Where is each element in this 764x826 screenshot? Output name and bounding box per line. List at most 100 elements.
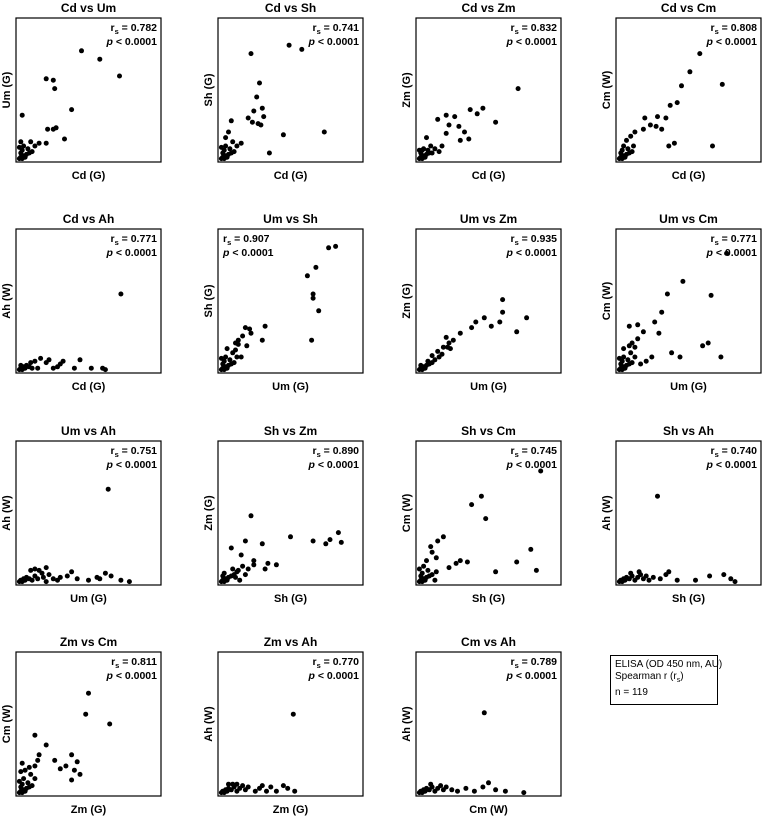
data-point — [28, 360, 34, 366]
panel-title: Zm vs Ah — [264, 635, 318, 649]
y-axis-label: Ah (W) — [1, 283, 13, 319]
rs-annotation: rs = 0.751 — [110, 445, 157, 459]
data-point — [242, 572, 248, 578]
data-point — [650, 574, 656, 580]
data-point — [500, 297, 506, 303]
data-point — [333, 243, 339, 249]
data-point — [643, 358, 649, 364]
data-point — [656, 330, 662, 336]
p-annotation: p < 0.0001 — [505, 459, 557, 471]
data-point — [335, 530, 341, 536]
data-point — [242, 538, 248, 544]
data-point — [254, 94, 260, 100]
data-point — [233, 340, 238, 346]
plot-frame — [217, 17, 364, 163]
data-point — [226, 129, 231, 135]
data-point — [126, 579, 132, 585]
data-point — [285, 785, 291, 791]
data-point — [628, 350, 634, 356]
rs-annotation: rs = 0.782 — [110, 22, 157, 36]
data-point — [69, 569, 75, 575]
data-point — [29, 365, 35, 371]
data-point — [514, 559, 520, 565]
data-point — [60, 358, 66, 364]
data-point — [53, 125, 59, 131]
data-point — [626, 323, 632, 329]
p-annotation: p < 0.0001 — [505, 36, 557, 48]
data-point — [245, 566, 251, 572]
y-axis-label: Zm (G) — [401, 283, 413, 319]
data-point — [629, 149, 635, 155]
data-point — [52, 86, 58, 92]
data-point — [118, 291, 124, 297]
data-point — [429, 150, 435, 156]
data-point — [667, 102, 673, 108]
data-point — [86, 577, 91, 583]
data-point — [252, 788, 258, 794]
data-point — [266, 150, 272, 156]
data-point — [117, 73, 122, 79]
x-axis-label: Zm (G) — [71, 804, 107, 816]
data-point — [718, 354, 724, 360]
x-axis-label: Cd (G) — [72, 381, 106, 393]
data-point — [428, 143, 434, 149]
data-point — [424, 135, 429, 141]
data-point — [234, 143, 240, 149]
data-point — [26, 764, 32, 770]
data-point — [418, 362, 424, 368]
data-point — [45, 126, 51, 132]
data-point — [457, 558, 463, 564]
data-point — [416, 566, 422, 572]
data-point — [251, 562, 257, 568]
p-annotation: p < 0.0001 — [105, 459, 157, 471]
data-point — [429, 353, 435, 359]
data-point — [74, 576, 80, 582]
data-point — [240, 783, 246, 789]
data-point — [443, 334, 449, 340]
data-point — [425, 567, 431, 573]
x-axis-label: Um (G) — [670, 381, 707, 393]
plot-frame — [217, 228, 364, 374]
data-point — [652, 319, 658, 325]
p-annotation: p < 0.0001 — [705, 247, 757, 259]
data-point — [616, 355, 622, 361]
data-point — [280, 132, 286, 138]
data-point — [63, 763, 69, 769]
data-point — [77, 771, 83, 777]
data-point — [679, 83, 684, 89]
data-point — [502, 788, 508, 794]
data-point — [57, 574, 63, 580]
data-point — [299, 46, 305, 52]
data-point — [235, 567, 241, 573]
data-point — [433, 569, 439, 575]
data-point — [262, 566, 268, 572]
data-point — [25, 146, 31, 152]
data-point — [483, 516, 489, 522]
data-point — [416, 147, 422, 153]
data-point — [29, 149, 35, 155]
plot-frame — [615, 440, 762, 586]
data-point — [292, 788, 298, 794]
data-point — [443, 784, 449, 790]
data-point — [621, 354, 627, 360]
rs-annotation: rs = 0.832 — [510, 22, 557, 36]
y-axis-label: Zm (G) — [401, 72, 413, 108]
data-point — [621, 346, 627, 352]
data-point — [233, 347, 238, 353]
data-point — [497, 319, 503, 325]
data-point — [428, 544, 434, 550]
y-axis-label: Ah (W) — [203, 706, 215, 742]
data-point — [102, 570, 108, 576]
data-point — [238, 140, 244, 146]
data-point — [25, 780, 31, 786]
data-point — [721, 572, 727, 578]
data-point — [677, 354, 683, 360]
data-point — [469, 502, 475, 508]
data-point — [32, 763, 38, 769]
data-point — [259, 337, 265, 343]
data-point — [280, 783, 286, 789]
